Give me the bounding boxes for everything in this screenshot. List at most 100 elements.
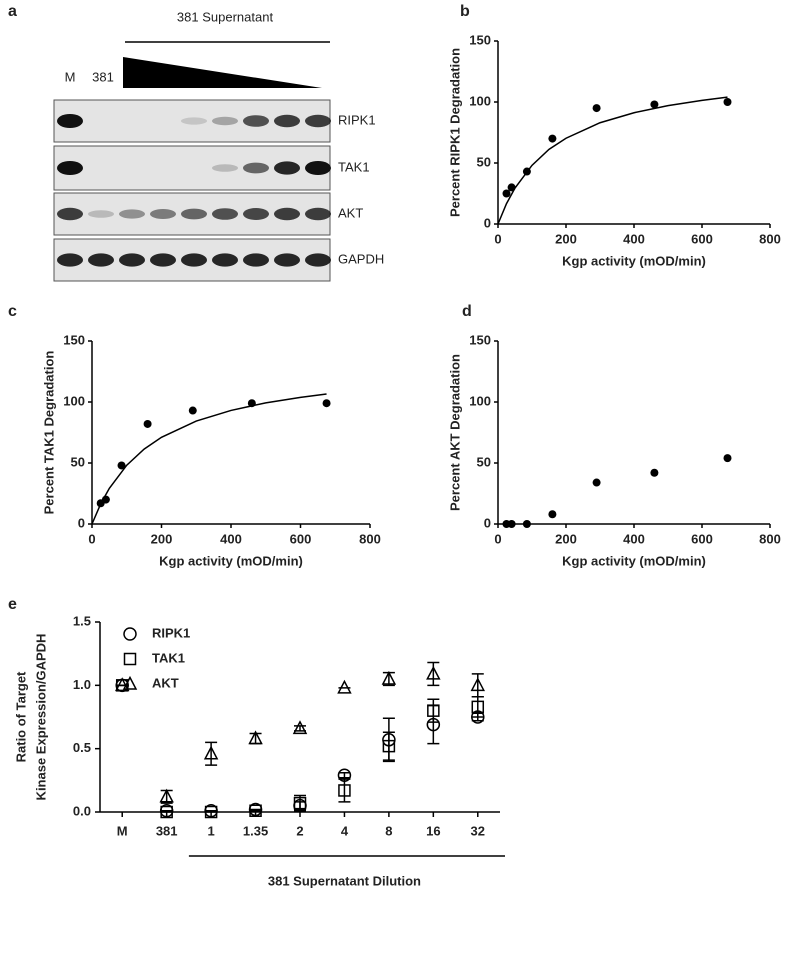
point: [522, 167, 531, 176]
y-tick-label: 150: [469, 32, 491, 47]
x-tick-label: 800: [759, 231, 781, 246]
y-tick-label: 150: [469, 332, 491, 347]
band: [57, 114, 83, 128]
x-tick-label: 200: [555, 231, 577, 246]
point: [247, 399, 256, 408]
x-axis-label: Kgp activity (mOD/min): [159, 553, 303, 568]
panel-label: c: [8, 303, 17, 320]
marker: [249, 804, 262, 817]
band: [88, 253, 114, 267]
x-axis-label: Kgp activity (mOD/min): [562, 253, 706, 268]
panel-label: b: [460, 3, 470, 20]
point: [507, 183, 516, 192]
marker: [292, 720, 308, 735]
x-tick-label: 400: [623, 531, 645, 546]
band: [274, 114, 300, 128]
band: [57, 161, 83, 175]
marker: [122, 675, 138, 690]
fit-curve: [497, 96, 728, 225]
panel-label: d: [462, 303, 472, 320]
y-tick-label: 0: [484, 515, 491, 530]
x-tick-label: 381: [156, 823, 178, 838]
y-axis-label: Kinase Expression/GAPDH: [33, 634, 48, 801]
y-axis-label: Percent RIPK1 Degradation: [447, 48, 462, 217]
y-tick-label: 50: [477, 154, 491, 169]
panel-label: e: [8, 596, 17, 613]
band: [57, 207, 83, 221]
y-tick-label: 100: [469, 93, 491, 108]
y-tick-label: 0.0: [73, 803, 91, 818]
point: [548, 510, 557, 519]
blot-title: 381 Supernatant: [177, 9, 274, 24]
band: [181, 208, 207, 220]
band: [274, 207, 300, 221]
x-tick-label: 1: [207, 823, 214, 838]
band: [150, 209, 176, 219]
x-tick-label: M: [117, 823, 128, 838]
band: [212, 164, 238, 172]
band: [119, 209, 145, 219]
marker: [203, 745, 219, 760]
marker: [123, 652, 137, 666]
band: [305, 161, 331, 175]
band: [150, 253, 176, 267]
legend-label: AKT: [152, 675, 179, 690]
x-tick-label: 0: [494, 531, 501, 546]
x-axis-label: Kgp activity (mOD/min): [562, 553, 706, 568]
x-tick-label: 0: [88, 531, 95, 546]
marker: [248, 730, 263, 745]
point: [650, 100, 659, 109]
point: [650, 468, 659, 477]
y-tick-label: 0.5: [73, 740, 91, 755]
legend-label: TAK1: [152, 650, 185, 665]
y-tick-label: 150: [63, 332, 85, 347]
marker: [470, 677, 486, 692]
point: [143, 419, 152, 428]
y-tick-label: 50: [477, 454, 491, 469]
band: [119, 253, 145, 267]
band: [88, 210, 114, 218]
x-tick-label: 600: [290, 531, 312, 546]
point: [548, 134, 557, 143]
point: [502, 189, 511, 198]
y-tick-label: 0: [484, 215, 491, 230]
y-tick-label: 1.5: [73, 613, 91, 628]
band: [243, 162, 269, 174]
fit-curve: [91, 393, 327, 525]
x-tick-label: 800: [359, 531, 381, 546]
marker: [426, 665, 441, 680]
x-tick-label: 1.35: [243, 823, 268, 838]
band: [243, 208, 269, 220]
x-axis-label: 381 Supernatant Dilution: [268, 873, 421, 888]
point: [117, 461, 126, 470]
marker: [381, 670, 397, 685]
y-tick-label: 100: [63, 393, 85, 408]
marker: [114, 677, 130, 692]
x-tick-label: 200: [151, 531, 173, 546]
error-bar: [382, 731, 395, 761]
marker: [338, 784, 351, 797]
lane-label: M: [65, 69, 76, 84]
band: [305, 253, 331, 267]
x-tick-label: 16: [426, 823, 440, 838]
y-tick-label: 0: [78, 515, 85, 530]
marker: [427, 704, 440, 717]
band: [243, 115, 269, 127]
dilution-wedge: [123, 57, 322, 88]
point: [101, 495, 110, 504]
marker: [382, 739, 396, 753]
point: [592, 104, 601, 113]
marker: [337, 679, 352, 694]
band: [181, 117, 207, 125]
marker: [123, 627, 137, 641]
x-tick-label: 0: [494, 231, 501, 246]
y-axis-label: Percent TAK1 Degradation: [41, 351, 56, 515]
band: [274, 161, 300, 175]
error-bar: [427, 698, 440, 723]
band: [243, 253, 269, 267]
legend-label: RIPK1: [152, 625, 190, 640]
x-tick-label: 800: [759, 531, 781, 546]
point: [188, 406, 197, 415]
row-label: GAPDH: [338, 251, 384, 266]
